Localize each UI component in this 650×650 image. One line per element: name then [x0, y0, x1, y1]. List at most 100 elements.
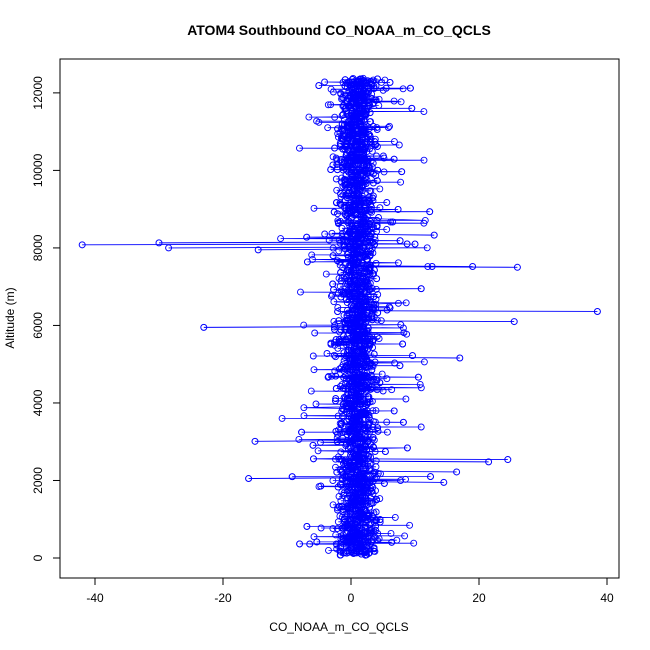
data-point [336, 199, 344, 207]
data-point [336, 382, 344, 390]
data-point [372, 305, 380, 312]
data-point [312, 400, 320, 408]
data-point [332, 531, 340, 539]
data-point [328, 372, 336, 380]
data-point [375, 95, 383, 103]
data-point [366, 131, 374, 139]
outlier-line [357, 481, 444, 483]
y-axis: 0 2000 4000 6000 8000 10000 12000 [31, 76, 61, 561]
data-point [332, 175, 340, 183]
outlier-point [593, 307, 601, 315]
data-point [338, 287, 345, 295]
data-point [337, 448, 345, 456]
data-point [324, 101, 332, 109]
data-point [372, 285, 380, 293]
data-point [295, 435, 303, 443]
data-point [325, 372, 333, 380]
data-point [339, 531, 347, 539]
data-point [410, 539, 418, 547]
y-tick-label: 10000 [31, 153, 45, 187]
data-point [340, 332, 348, 340]
data-point [384, 124, 392, 131]
data-point [386, 122, 393, 130]
data-point [332, 463, 339, 471]
data-point [363, 213, 371, 221]
data-point [334, 308, 342, 316]
data-point [331, 113, 339, 121]
data-point [395, 141, 403, 149]
x-tick-label: -20 [214, 591, 232, 605]
outlier-line [357, 356, 460, 359]
data-point [370, 469, 378, 477]
data-point [345, 128, 353, 136]
data-point [306, 540, 314, 548]
data-point [380, 479, 388, 487]
data-point [372, 526, 380, 534]
data-point [356, 75, 364, 83]
data-point [375, 335, 383, 343]
y-tick-label: 2000 [31, 467, 45, 494]
data-point [406, 521, 414, 529]
data-point [339, 102, 347, 110]
data-point [365, 275, 373, 283]
data-point [337, 155, 345, 163]
data-point [408, 104, 416, 112]
x-tick-label: 0 [348, 591, 355, 605]
data-point [383, 199, 391, 206]
data-point [369, 179, 377, 187]
data-point [376, 495, 384, 503]
data-point [338, 233, 346, 241]
data-point [397, 178, 405, 186]
data-point [300, 412, 308, 420]
data-point [365, 88, 373, 96]
x-tick-label: -40 [86, 591, 104, 605]
data-point [298, 428, 306, 436]
x-tick-label: 40 [600, 591, 614, 605]
data-point [340, 101, 348, 109]
data-point [343, 480, 350, 487]
data-point [365, 193, 373, 201]
outlier-point [430, 231, 438, 239]
data-point [311, 329, 319, 337]
data-point [361, 469, 369, 477]
data-point [329, 161, 337, 169]
outlier-points [78, 231, 601, 486]
data-point [374, 470, 382, 477]
data-point [421, 216, 429, 224]
data-point [308, 251, 316, 259]
data-point [337, 497, 345, 505]
data-point [341, 175, 349, 183]
data-point [310, 533, 318, 541]
data-point [339, 229, 346, 237]
data-point [323, 350, 331, 357]
x-axis-label: CO_NOAA_m_CO_QCLS [269, 620, 408, 634]
data-point [411, 240, 419, 248]
outlier-line [258, 248, 358, 251]
outlier-point [245, 475, 253, 483]
data-point [382, 84, 390, 92]
data-point [317, 482, 325, 490]
data-point [328, 292, 335, 300]
data-point [390, 407, 398, 415]
data-point [380, 168, 388, 176]
data-point [369, 362, 377, 370]
data-point [340, 492, 348, 499]
outlier-point [504, 456, 512, 464]
data-point [343, 121, 351, 129]
outlier-line [168, 246, 358, 249]
data-point [399, 340, 407, 348]
data-point [368, 300, 375, 308]
data-point [376, 516, 384, 524]
data-point [314, 447, 322, 455]
outlier-point [254, 246, 262, 254]
data-point [372, 96, 380, 104]
outlier-point [440, 478, 448, 486]
data-point [373, 386, 381, 394]
data-point [391, 359, 399, 367]
data-point [330, 298, 338, 306]
data-point [331, 321, 339, 329]
data-point [399, 85, 407, 93]
data-point [333, 198, 341, 206]
data-point [333, 186, 341, 194]
